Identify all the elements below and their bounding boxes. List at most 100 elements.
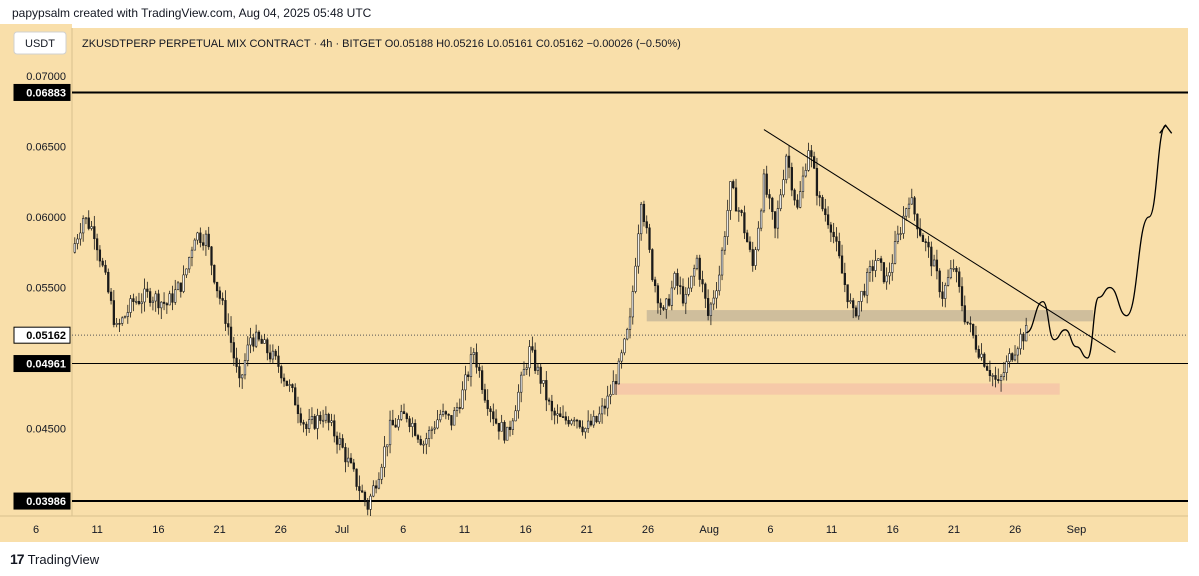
y-tick-label: 0.06000 (26, 212, 66, 224)
candle-body (969, 322, 972, 325)
footer-brand[interactable]: TradingView (27, 551, 100, 567)
candle-body (743, 212, 746, 234)
candle-body (640, 203, 643, 235)
candle-body (299, 413, 302, 423)
candle-body (1019, 333, 1022, 350)
candle-body (1016, 348, 1019, 356)
candle-body (620, 352, 623, 362)
candle-body (584, 428, 587, 433)
x-tick-label: 6 (400, 524, 406, 536)
candle-body (160, 301, 163, 309)
candle-body (232, 342, 235, 359)
candle-body (944, 285, 947, 299)
candle-body (754, 249, 757, 266)
candle-body (76, 238, 79, 244)
candle-body (330, 420, 333, 423)
candle-body (564, 416, 567, 421)
chart-area[interactable]: 0.07000 0.06500 0.06000 0.05500 0.04500 0.068… (0, 24, 1199, 542)
candle-body (879, 258, 883, 263)
candle-body (1022, 333, 1025, 342)
candle-body (868, 266, 872, 273)
candle-body (617, 360, 620, 385)
candle-body (930, 246, 933, 267)
candle-body (801, 175, 805, 192)
candle-body (341, 438, 344, 448)
candle-body (712, 297, 715, 305)
candle-body (974, 335, 978, 350)
candle-body (653, 279, 657, 287)
candle-body (829, 224, 833, 233)
candle-body (483, 389, 487, 401)
candle-body (73, 243, 76, 253)
candle-body (123, 316, 127, 319)
candle-body (896, 233, 899, 242)
candle-body (723, 236, 726, 251)
candle-body (902, 215, 905, 234)
candle-body (517, 391, 520, 412)
candle-body (955, 268, 958, 273)
candle-body (645, 221, 648, 229)
candle-body (715, 290, 718, 299)
candle-body (813, 156, 816, 169)
candle-body (718, 274, 721, 292)
candle-body (676, 273, 679, 286)
x-tick-label: Jul (335, 524, 349, 536)
candle-body (478, 366, 481, 371)
candle-body (308, 419, 311, 429)
candle-body (665, 298, 668, 310)
candle-body (90, 226, 93, 229)
candle-body (796, 199, 799, 208)
candle-body (553, 410, 556, 416)
candle-body (609, 394, 612, 397)
y-tick-label: 0.05500 (26, 283, 66, 295)
candle-body (821, 197, 824, 210)
candle-body (662, 307, 665, 310)
candle-body (305, 423, 308, 429)
candle-body (146, 288, 149, 292)
candle-body (826, 214, 830, 226)
candle-body (578, 420, 581, 428)
candle-body (196, 232, 199, 241)
candle-body (966, 321, 969, 324)
candle-body (151, 300, 155, 303)
level-tag-label: 0.06883 (26, 87, 66, 99)
x-tick-label: 11 (91, 524, 102, 536)
candle-body (913, 197, 916, 215)
candle-body (935, 259, 939, 272)
candle-body (154, 293, 157, 302)
candle-body (598, 413, 601, 423)
candle-body (455, 407, 459, 411)
candle-body (921, 235, 925, 242)
candle-body (681, 286, 685, 304)
candle-body (453, 410, 456, 426)
candle-body (221, 298, 224, 301)
candle-body (140, 301, 143, 305)
candle-body (260, 338, 263, 344)
candle-body (268, 352, 272, 360)
candle-body (288, 384, 291, 386)
candle-body (179, 282, 182, 292)
candle-body (983, 353, 986, 367)
candle-body (958, 271, 961, 287)
descending-trendline (763, 129, 1116, 353)
x-tick-label: 21 (948, 524, 960, 536)
candle-body (380, 466, 383, 480)
candle-body (1008, 353, 1011, 362)
currency-box (13, 31, 67, 55)
candle-body (550, 400, 554, 412)
candle-body (137, 300, 141, 305)
tradingview-logo-icon: 17 (10, 551, 25, 567)
candle-body (623, 338, 626, 354)
candle-body (932, 259, 936, 267)
candle-body (977, 349, 980, 358)
candle-body (101, 260, 104, 266)
candle-body (467, 374, 470, 378)
candle-body (737, 210, 740, 212)
candle-body (255, 331, 258, 347)
candle-body (285, 380, 288, 386)
candle-body (441, 411, 445, 415)
candle-body (405, 413, 408, 420)
x-tick-label: 16 (519, 524, 531, 536)
level-tag-label: 0.03986 (26, 496, 66, 508)
candle-body (854, 307, 858, 317)
